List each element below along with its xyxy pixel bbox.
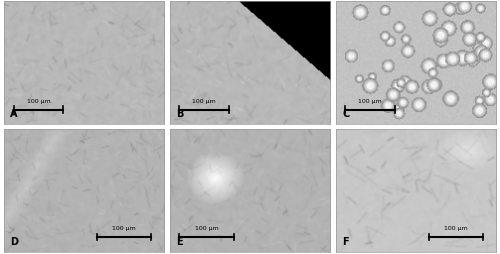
Text: E: E bbox=[176, 236, 183, 246]
Text: 100 μm: 100 μm bbox=[26, 98, 50, 103]
Text: 100 μm: 100 μm bbox=[195, 226, 218, 230]
Text: A: A bbox=[10, 109, 18, 119]
Text: D: D bbox=[10, 236, 18, 246]
Text: 100 μm: 100 μm bbox=[444, 226, 468, 230]
Text: 100 μm: 100 μm bbox=[112, 226, 136, 230]
Text: C: C bbox=[342, 109, 349, 119]
Text: B: B bbox=[176, 109, 184, 119]
Text: 100 μm: 100 μm bbox=[358, 98, 382, 103]
Text: 100 μm: 100 μm bbox=[192, 98, 216, 103]
Text: F: F bbox=[342, 236, 349, 246]
